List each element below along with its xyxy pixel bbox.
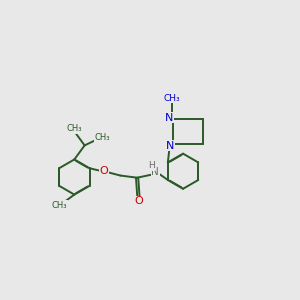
Text: N: N [166,141,174,151]
Text: N: N [151,167,159,177]
Text: CH₃: CH₃ [67,124,82,133]
Text: H: H [148,161,155,170]
Text: O: O [99,167,108,176]
Text: CH₃: CH₃ [164,94,180,103]
Text: CH₃: CH₃ [52,201,67,210]
Text: N: N [165,113,173,123]
Text: CH₃: CH₃ [94,133,110,142]
Text: O: O [134,196,143,206]
